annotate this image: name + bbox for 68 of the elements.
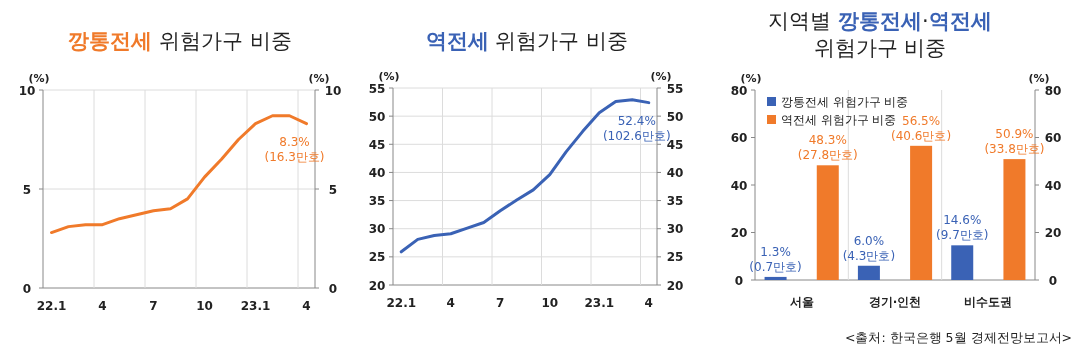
y-tick-label: 45 bbox=[368, 137, 386, 152]
chart-title: 역전세 위험가구 비중 bbox=[425, 29, 629, 53]
y-tick-label: 10 bbox=[18, 83, 36, 98]
chart-title: 지역별 깡통전세·역전세 위험가구 비중 bbox=[768, 9, 992, 60]
data-label: 6.0% (4.3만호) bbox=[842, 233, 896, 263]
x-tick-label: 7 bbox=[149, 299, 158, 313]
y-tick-label: 0 bbox=[22, 281, 32, 296]
bar bbox=[951, 245, 974, 280]
y-axis-title: (%) bbox=[378, 70, 400, 83]
y2-axis-title: (%) bbox=[1028, 72, 1050, 85]
y-tick-label: 30 bbox=[368, 222, 386, 237]
y-tick-label: 40 bbox=[730, 178, 748, 193]
y2-tick-label: 40 bbox=[666, 165, 684, 180]
y2-tick-label: 40 bbox=[1044, 178, 1062, 193]
bar bbox=[1003, 159, 1026, 280]
y2-tick-label: 10 bbox=[324, 83, 342, 98]
y-tick-label: 20 bbox=[730, 226, 748, 240]
bar bbox=[764, 276, 787, 280]
y2-tick-label: 0 bbox=[1048, 273, 1058, 288]
y2-tick-label: 0 bbox=[328, 281, 338, 296]
y-tick-label: 55 bbox=[368, 81, 386, 96]
y-axis-title: (%) bbox=[28, 72, 50, 85]
y2-axis-title: (%) bbox=[650, 70, 672, 83]
x-tick-label: 22.1 bbox=[36, 299, 67, 313]
x-tick-label: 서울 bbox=[789, 295, 814, 309]
y2-tick-label: 30 bbox=[666, 222, 684, 237]
x-tick-label: 10 bbox=[196, 299, 213, 313]
y2-tick-label: 35 bbox=[666, 194, 684, 209]
y-tick-label: 20 bbox=[368, 278, 386, 293]
x-tick-label: 22.1 bbox=[386, 296, 417, 310]
x-tick-label: 4 bbox=[644, 296, 653, 310]
y2-tick-label: 25 bbox=[666, 250, 684, 265]
x-tick-label: 4 bbox=[98, 299, 107, 313]
y-tick-label: 50 bbox=[368, 109, 386, 124]
x-tick-label: 10 bbox=[541, 296, 559, 310]
y-tick-label: 40 bbox=[368, 165, 386, 180]
y2-tick-label: 20 bbox=[1044, 226, 1062, 240]
y-tick-label: 80 bbox=[730, 83, 748, 98]
x-tick-label: 23.1 bbox=[584, 296, 615, 310]
bar bbox=[857, 265, 880, 280]
y-tick-label: 5 bbox=[22, 182, 32, 197]
data-label: 50.9% (33.8만호) bbox=[984, 127, 1045, 157]
y-tick-label: 0 bbox=[734, 273, 744, 288]
chart-title: 깡통전세 위험가구 비중 bbox=[68, 29, 292, 53]
x-tick-label: 비수도권 bbox=[964, 295, 1013, 309]
y-tick-label: 60 bbox=[730, 131, 748, 145]
data-label: 14.6% (9.7만호) bbox=[936, 213, 989, 243]
y-tick-label: 35 bbox=[368, 194, 386, 209]
x-tick-label: 7 bbox=[496, 296, 505, 310]
bar bbox=[910, 145, 933, 280]
y2-axis-title: (%) bbox=[308, 72, 330, 85]
y-tick-label: 25 bbox=[368, 250, 386, 265]
x-tick-label: 4 bbox=[302, 299, 311, 313]
y-axis-title: (%) bbox=[740, 72, 762, 85]
y2-tick-label: 60 bbox=[1044, 131, 1062, 145]
annotation: 8.3% (16.3만호) bbox=[264, 134, 325, 164]
text: <출처: 한국은행 5월 경제전망보고서> bbox=[844, 330, 1072, 345]
x-tick-label: 23.1 bbox=[240, 299, 271, 313]
y2-tick-label: 80 bbox=[1044, 83, 1062, 98]
legend-label: 깡통전세 위험가구 비중 bbox=[781, 95, 909, 109]
x-tick-label: 4 bbox=[446, 296, 455, 310]
x-tick-label: 경기·인천 bbox=[868, 295, 922, 309]
y2-tick-label: 55 bbox=[666, 81, 684, 96]
data-label: 1.3% (0.7만호) bbox=[749, 244, 802, 274]
bar bbox=[816, 165, 839, 280]
y2-tick-label: 20 bbox=[666, 278, 684, 293]
data-label: 48.3% (27.8만호) bbox=[797, 133, 858, 163]
y2-tick-label: 5 bbox=[328, 182, 338, 197]
